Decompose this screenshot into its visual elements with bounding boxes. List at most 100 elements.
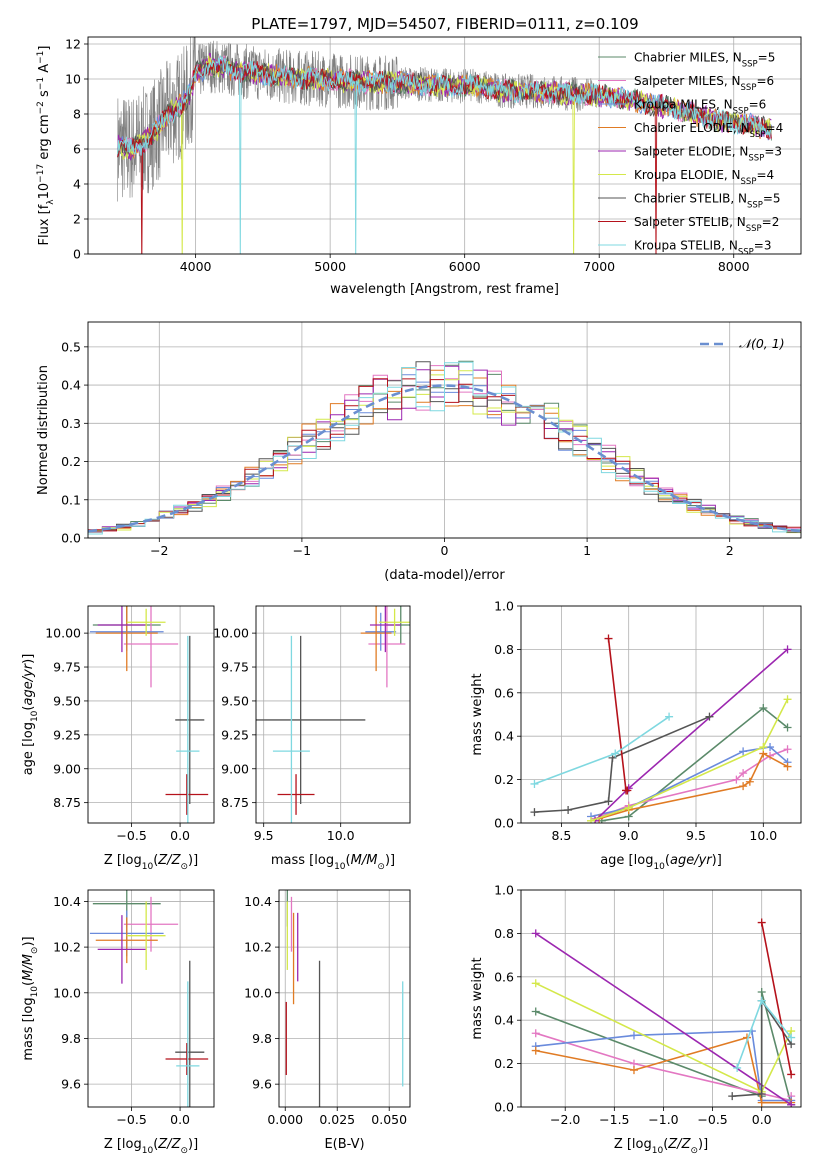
weight-point-marker bbox=[629, 1066, 638, 1075]
x-tick-label: 6000 bbox=[449, 259, 481, 274]
age_vs_mass-ticks: 9.5 10.0 8.75 9.00 9.25 9.50 9.75 10.00 bbox=[213, 626, 354, 843]
y-tick-label: 9.25 bbox=[53, 727, 81, 742]
errorbar-point bbox=[165, 774, 209, 815]
legend-label-tail: =2 bbox=[762, 215, 780, 229]
legend-label-sub: SSP bbox=[733, 107, 749, 117]
x-tick-label: 0.025 bbox=[319, 1112, 355, 1127]
y-tick-label: 9.50 bbox=[53, 693, 81, 708]
weight-series-line bbox=[590, 746, 789, 818]
mass_vs_ebv-axes: 0.000 0.025 0.050 9.6 9.8 10.0 10.2 10.4 bbox=[244, 889, 411, 1127]
age_vs_mass-xlabel-part: mass [log bbox=[271, 853, 334, 868]
y-tick-label: 10.0 bbox=[53, 985, 81, 1000]
x-tick-label: −1 bbox=[293, 543, 311, 558]
weight_vs_Z-ticks: −2.0 −1.5 −1.0 −0.5 0.0 0.0 0.2 0.4 0.6 0.8 1.0 bbox=[494, 883, 772, 1128]
y-tick-label: 9.6 bbox=[61, 1077, 81, 1092]
weight-point-marker bbox=[745, 777, 754, 786]
errorbar-point bbox=[126, 901, 166, 970]
age_vs_Z-ylabel: age [log10(age/yr)] bbox=[21, 654, 40, 776]
x-tick-label: 9.0 bbox=[619, 828, 639, 843]
spectrum-ticks: 4000 5000 6000 7000 8000 0 2 4 6 8 10 12 bbox=[65, 37, 750, 275]
weight_vs_Z-xlabel-part: ⊙ bbox=[690, 1146, 698, 1156]
errorbar-point bbox=[95, 917, 158, 964]
spectrum-ylabel-part: −17 bbox=[36, 164, 46, 183]
errorbar-point bbox=[277, 774, 315, 815]
legend-label-sub: SSP bbox=[741, 177, 757, 187]
y-tick-label: 0.6 bbox=[494, 969, 514, 984]
legend-label: Salpeter ELODIE, NSSP=3 bbox=[634, 145, 782, 164]
spectrum-ylabel-part: 10 bbox=[37, 183, 52, 200]
spectrum-ylabel-part: λ bbox=[46, 199, 56, 205]
weight-series-line bbox=[732, 998, 792, 1097]
errorbar-point bbox=[369, 606, 401, 653]
y-tick-label: 9.8 bbox=[61, 1031, 81, 1046]
weight-point-marker bbox=[531, 1029, 540, 1038]
x-tick-label: 4000 bbox=[180, 259, 212, 274]
errorbar-point bbox=[95, 606, 158, 672]
weight_vs_age-xlabel-part: age/yr bbox=[670, 853, 713, 868]
age_vs_Z-xlabel: Z [log10(Z/Z⊙)] bbox=[104, 853, 198, 872]
age_vs_Z-ylabel-part: ( bbox=[21, 706, 36, 711]
weight_vs_Z-ylabel-part: mass weight bbox=[470, 957, 485, 1039]
age_vs_Z-ylabel-part: age [log bbox=[21, 722, 36, 775]
age_vs_mass-xlabel-part: ⊙ bbox=[377, 862, 385, 872]
figure-title: PLATE=1797, MJD=54507, FIBERID=0111, z=0… bbox=[251, 15, 638, 33]
weight-point-marker bbox=[530, 808, 539, 817]
legend-label-tail: =5 bbox=[763, 192, 781, 206]
weight-point-marker bbox=[531, 929, 540, 938]
legend-label-sub: SSP bbox=[747, 201, 763, 211]
x-tick-label: 8000 bbox=[718, 259, 750, 274]
weight_vs_age-ylabel-part: mass weight bbox=[470, 673, 485, 755]
age_vs_mass-xlabel: mass [log10(M/M⊙)] bbox=[271, 853, 395, 872]
weight-point-marker bbox=[629, 1031, 638, 1040]
age_vs_mass-frame bbox=[255, 605, 411, 824]
legend-label: 𝒩(0, 1) bbox=[739, 336, 785, 351]
age_vs_Z-xlabel-part: ( bbox=[153, 853, 158, 868]
x-tick-label: −1.5 bbox=[599, 1112, 629, 1127]
x-tick-label: 0 bbox=[441, 543, 449, 558]
weight_vs_Z-xlabel-part: )] bbox=[698, 1137, 708, 1152]
weight-point-marker bbox=[783, 695, 792, 704]
weight-series-line bbox=[598, 752, 788, 820]
mass_vs_Z-xlabel-part: 10 bbox=[142, 1146, 154, 1156]
spectrum-content bbox=[117, 37, 772, 254]
residuals-content bbox=[88, 360, 801, 535]
x-tick-label: 0.050 bbox=[371, 1112, 407, 1127]
age_vs_mass-xlabel-part: M/M bbox=[351, 853, 378, 868]
y-tick-label: 9.75 bbox=[53, 660, 81, 675]
y-tick-label: 10.00 bbox=[45, 626, 81, 641]
errorbar-point bbox=[126, 608, 166, 636]
y-tick-label: 0.0 bbox=[61, 531, 81, 546]
mass_vs_Z-xlabel-part: ⊙ bbox=[180, 1146, 188, 1156]
weight-point-marker bbox=[732, 775, 741, 784]
age_vs_Z-xlabel-part: Z [log bbox=[104, 853, 142, 868]
y-tick-label: 0.6 bbox=[494, 685, 514, 700]
y-tick-label: 0.2 bbox=[494, 772, 514, 787]
weight-point-marker bbox=[604, 634, 613, 643]
y-tick-label: 1.0 bbox=[494, 599, 514, 614]
x-tick-label: −0.5 bbox=[116, 828, 146, 843]
y-tick-label: 10.0 bbox=[244, 985, 272, 1000]
weight-point-marker bbox=[757, 996, 766, 1005]
residuals-xlabel-part: (data-model)/error bbox=[384, 568, 505, 583]
weight-point-marker bbox=[787, 1070, 796, 1079]
weight-point-marker bbox=[530, 779, 539, 788]
weight_vs_Z-axes: −2.0 −1.5 −1.0 −0.5 0.0 0.0 0.2 0.4 0.6 0.8 1.0 bbox=[494, 883, 802, 1128]
errorbar-point bbox=[365, 612, 397, 651]
errorbar-point bbox=[368, 606, 406, 688]
weight-point-marker bbox=[757, 918, 766, 927]
weight-point-marker bbox=[739, 769, 748, 778]
x-tick-label: 9.5 bbox=[254, 828, 274, 843]
x-tick-label: 9.5 bbox=[686, 828, 706, 843]
age_vs_mass-axes: 9.5 10.0 8.75 9.00 9.25 9.50 9.75 10.00 bbox=[213, 605, 411, 843]
legend-label-sub: SSP bbox=[738, 248, 754, 258]
age_vs_Z-xlabel-part: )] bbox=[188, 853, 198, 868]
weight-point-marker bbox=[757, 1098, 766, 1107]
x-tick-label: 10.0 bbox=[749, 828, 777, 843]
weight_vs_Z-content bbox=[531, 918, 796, 1107]
age_vs_mass-content bbox=[256, 606, 410, 823]
weight_vs_age-ylabel: mass weight bbox=[470, 673, 485, 755]
y-tick-label: 1.0 bbox=[494, 883, 514, 898]
y-tick-label: 0 bbox=[73, 247, 81, 262]
mass_vs_ebv-frame bbox=[278, 889, 411, 1108]
